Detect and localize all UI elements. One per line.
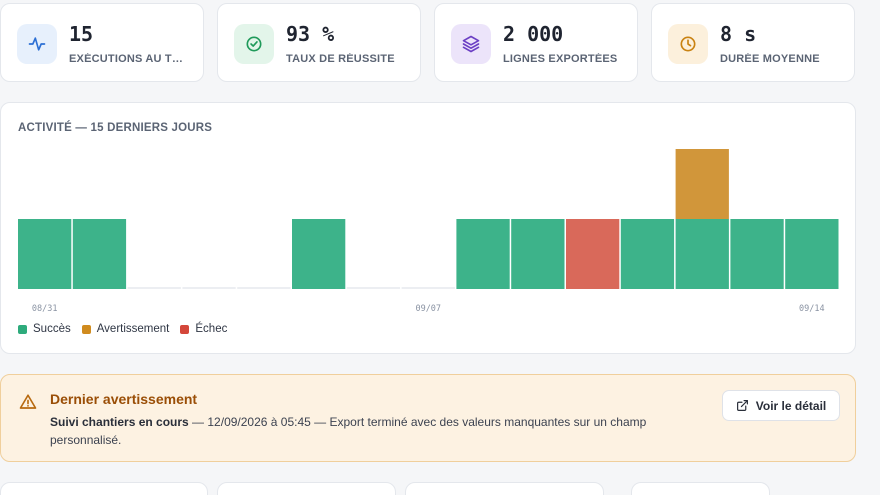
legend-swatch: [81, 324, 91, 334]
bar-succes-09-11: [620, 219, 675, 289]
bar-succes-09-12: [675, 219, 729, 289]
bar-succes-08-31: [18, 219, 72, 289]
bar-succes-09-09: [511, 219, 565, 289]
stat-label: LIGNES EXPORTÉES: [503, 53, 618, 65]
bottom-card-2: [217, 482, 396, 495]
activity-title: ACTIVITÉ — 15 DERNIERS JOURS: [18, 122, 213, 134]
view-detail-button[interactable]: Voir le détail: [722, 390, 840, 421]
stat-card-average-duration: 8 s DURÉE MOYENNE: [651, 3, 855, 82]
external-link-icon: [736, 400, 748, 411]
stat-label: EXÉCUTIONS AU T…: [69, 53, 184, 65]
stat-label: DURÉE MOYENNE: [720, 53, 820, 65]
bar-empty-09-06: [346, 287, 401, 289]
stat-label: TAUX DE RÉUSSITE: [286, 53, 395, 65]
bottom-card-4: [631, 482, 770, 495]
bar-echec-09-10: [566, 219, 620, 289]
legend-label: Succès: [33, 323, 71, 335]
bar-empty-09-04: [237, 287, 291, 289]
x-tick-label: 08/31: [32, 304, 58, 314]
stat-card-exported-rows: 2 000 LIGNES EXPORTÉES: [434, 3, 638, 82]
bar-empty-09-03: [182, 287, 236, 289]
bar-succes-09-08: [456, 219, 510, 289]
warning-details: — 12/09/2026 à 05:45 — Export terminé av…: [50, 415, 647, 447]
x-tick-label: 09/07: [415, 304, 441, 314]
bar-avertissement-09-12: [675, 149, 729, 219]
stat-value: 15: [69, 22, 94, 46]
layers-icon: [451, 24, 491, 64]
stat-value: 2 000: [503, 22, 564, 46]
bar-succes-09-01: [72, 219, 127, 289]
legend-label: Échec: [195, 323, 228, 335]
stat-value: 93 %: [286, 22, 335, 46]
legend-swatch: [180, 324, 190, 334]
last-warning-card: Dernier avertissement Suivi chantiers en…: [0, 374, 856, 462]
chart-legend: Succès Avertissement Échec: [18, 323, 227, 335]
legend-label: Avertissement: [96, 323, 170, 335]
warning-message: Suivi chantiers en cours — 12/09/2026 à …: [50, 413, 690, 449]
warning-icon: [19, 394, 37, 409]
bar-empty-09-02: [127, 287, 181, 289]
stat-card-success-rate: 93 % TAUX DE RÉUSSITE: [217, 3, 421, 82]
view-detail-label: Voir le détail: [755, 398, 827, 413]
activity-card: ACTIVITÉ — 15 DERNIERS JOURS 08/31 09/07 0…: [0, 102, 856, 354]
x-tick-label: 09/14: [799, 304, 825, 314]
bar-succes-09-13: [730, 219, 784, 289]
check-circle-icon: [234, 24, 274, 64]
bar-succes-09-14: [785, 219, 839, 289]
legend-item-success: Succès: [18, 323, 71, 335]
activity-icon: [17, 24, 57, 64]
bottom-card-3: [405, 482, 604, 495]
activity-chart: 08/31 09/07 09/14: [18, 149, 839, 314]
warning-title: Dernier avertissement: [50, 391, 198, 407]
stat-card-executions: 15 EXÉCUTIONS AU T…: [0, 3, 204, 82]
clock-icon: [668, 24, 708, 64]
warning-job-name: Suivi chantiers en cours: [50, 415, 189, 429]
legend-swatch: [18, 324, 27, 334]
bar-empty-09-07: [401, 287, 455, 289]
legend-item-failure: Échec: [180, 323, 227, 335]
bottom-card-1: [0, 482, 208, 495]
stat-value: 8 s: [720, 22, 757, 46]
legend-item-warning: Avertissement: [81, 323, 170, 335]
bar-succes-09-05: [292, 219, 346, 289]
